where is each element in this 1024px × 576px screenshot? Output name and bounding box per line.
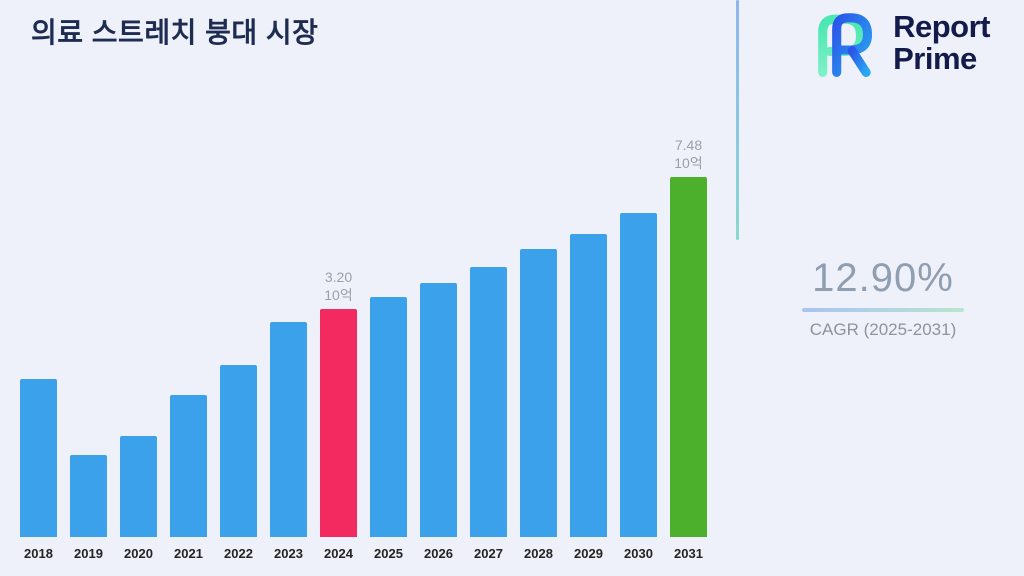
bar-column-2025: 2025 [370,137,407,561]
bar-2023 [270,322,307,537]
x-axis-label-2019: 2019 [74,546,103,561]
bar-2029 [570,234,607,537]
bar-column-2021: 2021 [170,137,207,561]
bar-2018 [20,379,57,537]
vertical-divider [736,0,739,240]
bar-value-label-2024: 3.20 10억 [324,269,353,303]
bar-chart: 2018 2019 2020 2021 2022 2023 3.20 10억 2024 2025 2… [20,137,707,561]
bar-2024 [320,309,357,537]
report-prime-logo: Report Prime [803,8,990,78]
bar-2030 [620,213,657,537]
x-axis-label-2029: 2029 [574,546,603,561]
bar-column-2020: 2020 [120,137,157,561]
bar-2019 [70,455,107,537]
bar-column-2022: 2022 [220,137,257,561]
x-axis-label-2020: 2020 [124,546,153,561]
bar-2028 [520,249,557,537]
logo-wordmark: Report Prime [893,11,990,74]
logo-text-prime: Prime [893,41,977,76]
bar-column-2019: 2019 [70,137,107,561]
x-axis-label-2025: 2025 [374,546,403,561]
bar-column-2018: 2018 [20,137,57,561]
x-axis-label-2018: 2018 [24,546,53,561]
cagr-value: 12.90% [812,256,954,300]
x-axis-label-2026: 2026 [424,546,453,561]
cagr-label: CAGR (2025-2031) [809,320,957,339]
bar-2022 [220,365,257,537]
bar-column-2029: 2029 [570,137,607,561]
bar-column-2026: 2026 [420,137,457,561]
bar-2031 [670,177,707,537]
x-axis-label-2022: 2022 [224,546,253,561]
bar-2027 [470,267,507,537]
x-axis-label-2024: 2024 [324,546,353,561]
bar-column-2027: 2027 [470,137,507,561]
x-axis-label-2031: 2031 [674,546,703,561]
logo-text-report: Report [893,9,990,45]
bar-2021 [170,395,207,537]
x-axis-label-2023: 2023 [274,546,303,561]
bar-value-label-2031: 7.48 10억 [674,137,703,171]
x-axis-label-2027: 2027 [474,546,503,561]
bar-column-2030: 2030 [620,137,657,561]
cagr-underline [802,308,964,312]
bar-column-2023: 2023 [270,137,307,561]
bar-2025 [370,297,407,537]
bar-2020 [120,436,157,537]
bar-column-2028: 2028 [520,137,557,561]
x-axis-label-2021: 2021 [174,546,203,561]
x-axis-label-2028: 2028 [524,546,553,561]
bar-column-2024: 3.20 10억 2024 [320,137,357,561]
page-title: 의료 스트레치 붕대 시장 [31,17,319,48]
bar-column-2031: 7.48 10억 2031 [670,137,707,561]
x-axis-label-2030: 2030 [624,546,653,561]
bar-2026 [420,283,457,537]
report-prime-logo-icon [818,13,873,77]
cagr-panel: 12.90% CAGR (2025-2031) [800,256,966,340]
